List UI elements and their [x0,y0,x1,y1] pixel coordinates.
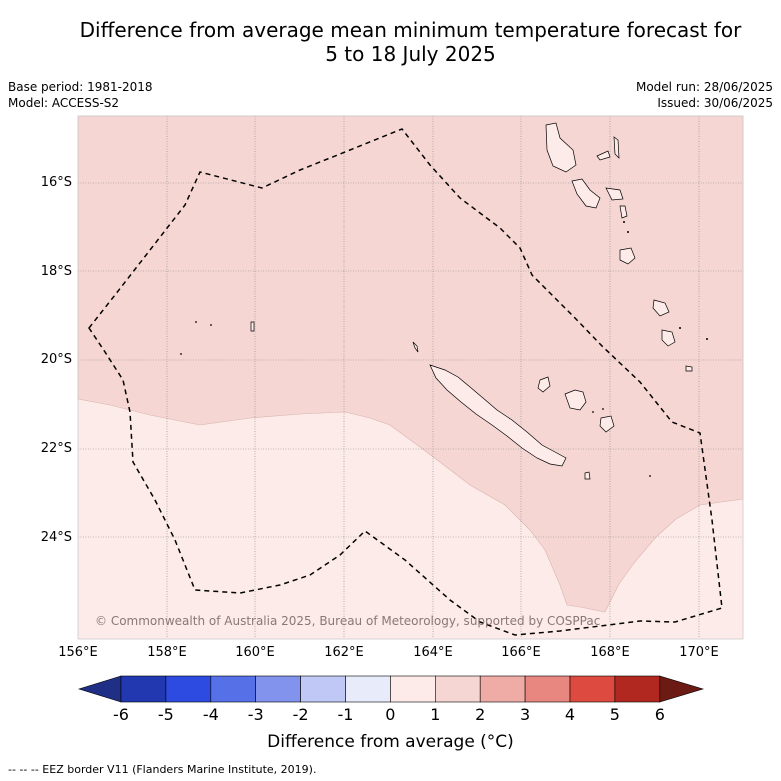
run-info: Model run: 28/06/2025 Issued: 30/06/2025 [636,79,773,111]
colorbar-bin [345,675,391,703]
colorbar-bin [434,675,481,703]
map-border [77,115,744,640]
map-title: Difference from average mean minimum tem… [0,18,781,66]
colorbar-tick-label: -2 [292,705,309,724]
colorbar-extend-low [77,675,122,703]
colorbar-tick-label: 5 [609,705,620,724]
lon-tick-158e: 158°E [147,645,187,660]
colorbar-bin [479,675,526,703]
colorbar-tick-label: 3 [520,705,531,724]
vanuatu-tanna [652,299,670,317]
coastlines [250,122,693,480]
chesterfield-reef [250,321,255,332]
model-run: Model run: 28/06/2025 [635,80,773,94]
lat-tick-24s: 24°S [40,530,72,545]
colorbar-bin [255,675,301,703]
colorbar-bin [120,675,167,703]
vanuatu-aneityum [661,329,676,347]
lon-tick-168e: 168°E [590,645,630,660]
colorbar-bin [210,675,257,703]
lon-tick-170e: 170°E [679,645,719,660]
colorbar-bin [165,675,212,703]
colorbar-tick-label: -3 [247,705,264,724]
vanuatu-erromango [619,247,636,265]
lat-tick-16s: 16°S [40,175,72,190]
colorbar-tick-label: -5 [157,705,174,724]
colorbar-bin [390,675,436,703]
matthew-islet [685,365,693,372]
model-name: Model: ACCESS-S2 [8,96,120,110]
vanuatu-maewo [613,136,620,159]
colorbar-bin [569,675,616,703]
loyalty-mare [599,415,615,433]
lon-tick-160e: 160°E [235,645,275,660]
lon-tick-156e: 156°E [58,645,98,660]
colorbar-tick-label: 4 [564,705,576,724]
colorbar-bin [300,675,346,703]
vanuatu-pentecost [605,187,624,201]
colorbar-label: Difference from average (°C) [267,732,514,752]
colorbar-bin [524,675,571,703]
lon-tick-164e: 164°E [413,645,453,660]
eez-legend-footer: -- -- -- EEZ border V11 (Flanders Marine… [8,763,317,776]
copyright-credit: © Commonwealth of Australia 2025, Bureau… [95,614,601,628]
isle-of-pines [584,471,591,480]
belep-islands [412,341,419,353]
loyalty-ouvea [537,376,551,393]
lon-tick-166e: 166°E [501,645,541,660]
title-line-2: 5 to 18 July 2025 [325,42,496,66]
vanuatu-efate [619,205,628,219]
small-islets [180,221,708,477]
colorbar-tick-label: 6 [654,705,665,724]
lat-tick-18s: 18°S [40,264,72,279]
title-line-1: Difference from average mean minimum tem… [79,18,742,42]
loyalty-lifou [564,389,587,411]
colorbar-tick-label: -6 [113,705,129,724]
colorbar-extend-high [659,675,705,703]
new-caledonia-island [429,364,567,467]
vanuatu-espiritu-santo [545,122,577,173]
lon-tick-162e: 162°E [324,645,364,660]
lat-tick-20s: 20°S [40,352,72,367]
colorbar-bin [614,675,661,703]
issued-date: Issued: 30/06/2025 [657,96,773,110]
anomaly-region-1-2 [77,115,744,613]
base-period: Base period: 1981-2018 [8,80,153,94]
eez-border [88,128,723,636]
colorbar-tick-label: 0 [385,705,396,724]
base-info: Base period: 1981-2018 Model: ACCESS-S2 [8,79,153,111]
vanuatu-ambae [596,150,611,161]
graticule [78,116,743,639]
colorbar [77,675,705,703]
lat-tick-22s: 22°S [40,441,72,456]
colorbar-tick-label: -4 [202,705,219,724]
colorbar-tick-label: -1 [337,705,354,724]
colorbar-tick-label: 1 [430,705,441,724]
colorbar-tick-label: 2 [475,705,486,724]
vanuatu-malekula [571,178,601,209]
